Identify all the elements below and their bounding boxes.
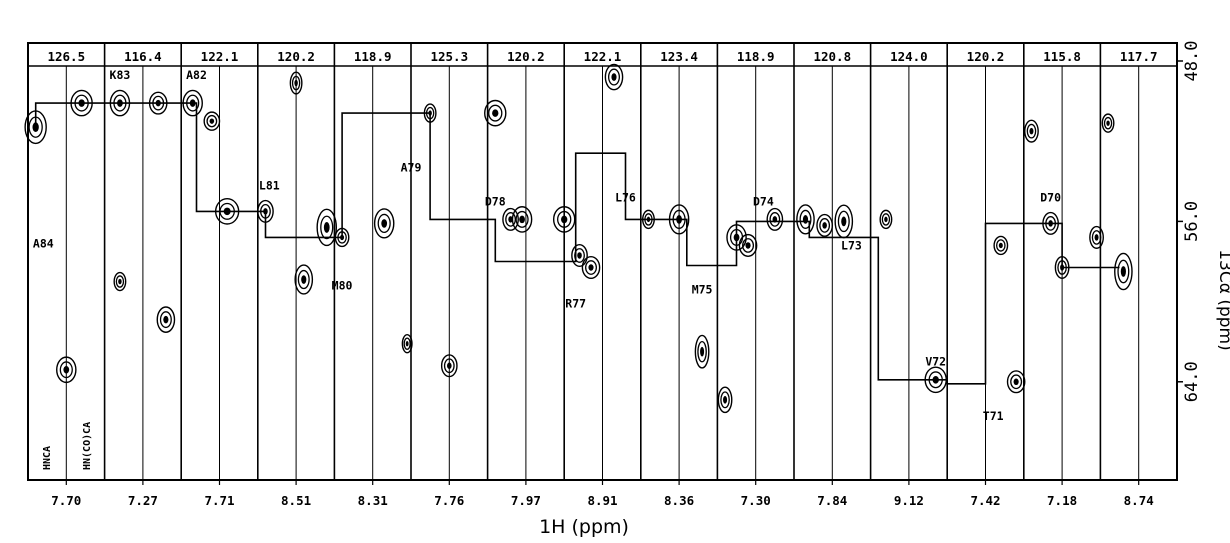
x-tick-label: 7.71: [204, 493, 234, 508]
nmr-peak: [766, 207, 784, 231]
strip-label: 126.5: [47, 49, 85, 64]
peak-contours: [24, 63, 1133, 414]
x-tick-label: 8.31: [358, 493, 388, 508]
strip-label: 120.2: [277, 49, 315, 64]
strip-dividers: [65, 43, 1140, 480]
y-tick-label: 56.0: [1182, 201, 1202, 242]
residue-label: D74: [753, 194, 774, 208]
nmr-peak: [1089, 225, 1104, 249]
residue-label: L73: [841, 238, 862, 252]
x-tick-label: 7.97: [511, 493, 541, 508]
residue-label: A82: [186, 68, 207, 82]
strip-label: 117.7: [1120, 49, 1158, 64]
x-tick-label: 7.70: [51, 493, 81, 508]
strip-labels: 126.5 116.4 122.1 120.2 118.9 125.3 120.2 122.1…: [47, 49, 1157, 64]
nmr-peak: [289, 71, 303, 95]
residue-labels: A84 K83 A82 L81 M80 A79 D78 R77 L76 M75 D74 L73 V72 T…: [33, 68, 1061, 423]
nmr-peak: [694, 334, 710, 369]
nmr-peak: [834, 204, 854, 239]
nmr-peak: [113, 271, 127, 292]
x-tick-label: 7.76: [434, 493, 464, 508]
nmr-peak: [440, 354, 458, 378]
residue-label: D78: [485, 194, 506, 208]
strip-label: 118.9: [354, 49, 392, 64]
nmr-peak: [56, 356, 77, 384]
x-tick-label: 7.84: [817, 493, 847, 508]
nmr-peak: [1024, 119, 1039, 143]
x-tick-labels: 7.70 7.27 7.71 8.51 8.31 7.76 7.97 8.91 8.36 7.30…: [51, 480, 1154, 508]
nmr-peak: [1101, 113, 1115, 133]
y-tick-labels: 48.0 56.0 64.0: [1177, 41, 1202, 402]
y-tick-label: 48.0: [1182, 41, 1202, 82]
x-tick-label: 8.74: [1124, 493, 1154, 508]
strip-label: 120.2: [967, 49, 1005, 64]
nmr-peak: [294, 264, 314, 295]
nmr-peak: [816, 213, 834, 237]
residue-label: L76: [615, 190, 636, 204]
strip-label: 125.3: [430, 49, 468, 64]
strip-label: 120.8: [813, 49, 851, 64]
nmr-peak: [717, 386, 733, 414]
nmr-peak: [511, 206, 533, 233]
nmr-peak: [581, 255, 601, 280]
nmr-peak: [484, 99, 507, 127]
nmr-peak: [604, 63, 624, 91]
strip-label: 123.4: [660, 49, 698, 64]
nmr-peak: [1114, 252, 1133, 291]
sequential-walk: [34, 102, 1120, 385]
nmr-peak: [502, 207, 519, 231]
x-tick-label: 7.42: [970, 493, 1000, 508]
nmr-peak: [796, 204, 815, 235]
x-tick-label: 8.36: [664, 493, 694, 508]
x-tick-label: 7.27: [128, 493, 158, 508]
residue-label: A79: [401, 160, 422, 174]
residue-label: A84: [33, 236, 54, 250]
nmr-peak: [203, 111, 221, 131]
residue-label: M75: [692, 283, 713, 297]
x-axis-title: 1H (ppm): [539, 516, 629, 538]
nmr-peak: [571, 243, 588, 267]
assignment-path: [34, 102, 1120, 385]
x-tick-label: 8.91: [587, 493, 617, 508]
nmr-peak: [738, 233, 758, 257]
x-tick-label: 7.30: [741, 493, 771, 508]
strip-label: 122.1: [201, 49, 239, 64]
residue-label: M80: [332, 279, 353, 293]
x-tick-label: 8.51: [281, 493, 311, 508]
residue-label: T71: [983, 409, 1004, 423]
nmr-peak: [993, 235, 1009, 256]
x-tick-label: 7.18: [1047, 493, 1077, 508]
strip-label: 116.4: [124, 49, 162, 64]
nmr-peak: [879, 209, 893, 230]
strip-label: 124.0: [890, 49, 928, 64]
nmr-peak: [552, 206, 576, 233]
nmr-peak: [401, 333, 413, 354]
nmr-peak: [373, 208, 395, 239]
experiment-label-hnca: HNCA: [42, 446, 53, 470]
strip-label: 122.1: [584, 49, 622, 64]
y-axis-title: 13Cα (ppm): [1215, 249, 1230, 351]
nmr-peak: [1006, 370, 1026, 394]
residue-label: L81: [259, 178, 280, 192]
nmr-peak: [156, 306, 176, 333]
x-tick-label: 9.12: [894, 493, 924, 508]
strip-label: 118.9: [737, 49, 775, 64]
residue-label: K83: [110, 68, 131, 82]
strip-label: 120.2: [507, 49, 545, 64]
residue-label: V72: [925, 355, 946, 369]
y-tick-label: 64.0: [1182, 361, 1202, 402]
nmr-peak: [316, 208, 338, 247]
residue-label: D70: [1040, 190, 1061, 204]
experiment-label-hncoca: HN(CO)CA: [82, 422, 93, 470]
strip-label: 115.8: [1043, 49, 1081, 64]
residue-label: R77: [565, 297, 586, 311]
